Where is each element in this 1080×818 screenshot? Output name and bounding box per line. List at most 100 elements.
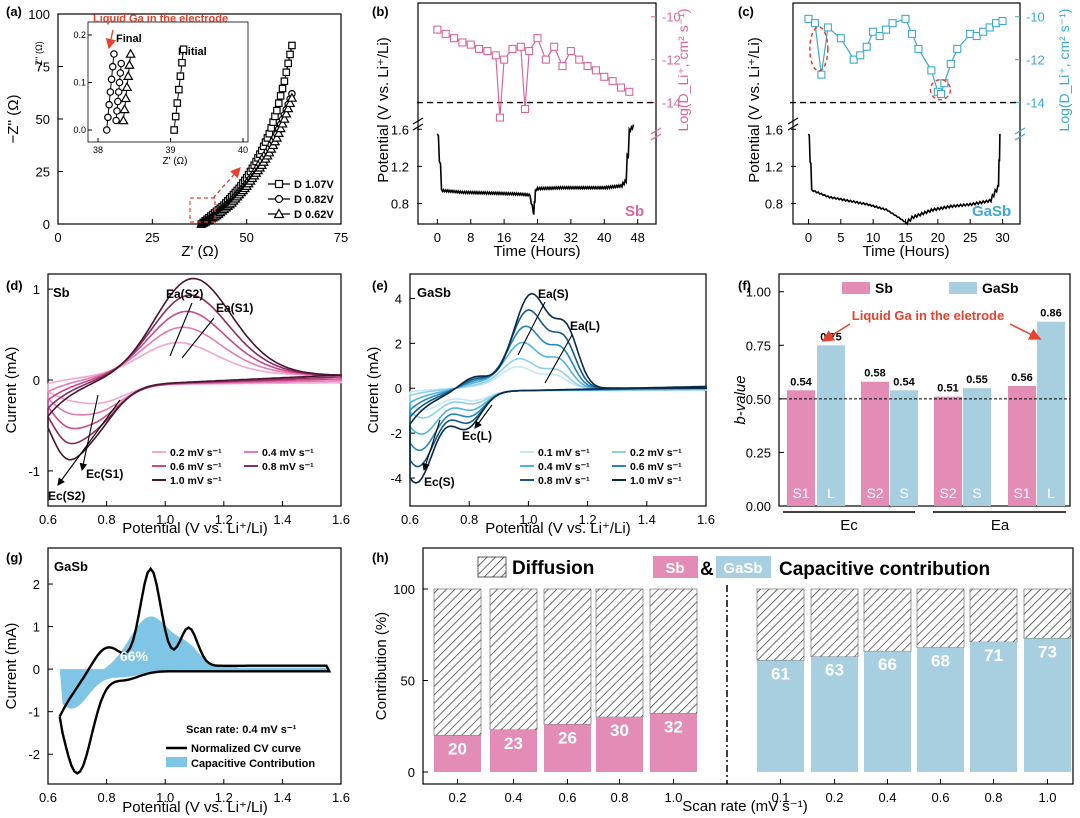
x-tick-label: 0.6 (558, 790, 576, 805)
y-tick-label: 0.8 (765, 196, 783, 211)
annotation-ea-s: Ea(S) (538, 287, 569, 301)
bar-s (890, 390, 918, 506)
panel-c-label: (c) (738, 4, 754, 19)
panel-d-series: 0.6 0.8 1.0 1.2 1.4 1.6 -1 0 1 Ea(S2) Ea(S1) Ec(S1)… (28, 277, 350, 527)
right-tick-label: -14 (662, 96, 681, 111)
logd-point (901, 14, 910, 23)
diffusion-bar (916, 588, 965, 648)
nyquist-point (271, 132, 283, 142)
diffusion-bar (543, 588, 592, 725)
inset-point (107, 75, 116, 84)
capacitive-value: 63 (825, 661, 844, 680)
bar-category-label: L (1047, 485, 1055, 501)
legend-label: 1.0 mV s⁻¹ (170, 475, 222, 487)
diffusion-bar (1023, 588, 1072, 639)
logd-point (500, 55, 509, 64)
logd-point (882, 25, 891, 34)
logd-point (937, 89, 946, 99)
capacitive-value: 30 (610, 721, 629, 740)
annotation-arrow (422, 419, 441, 472)
highlight-ellipse (929, 78, 952, 101)
panel-a-inset-title: Liquid Ga in the electrode (93, 13, 228, 25)
logd-point (583, 62, 592, 71)
panel-h-legend-sb: Sb (665, 560, 684, 577)
legend-gasb-swatch (949, 282, 977, 294)
panel-f-note-arrow-right (1009, 323, 1042, 340)
x-tick-label: 0 (805, 230, 812, 245)
potential-curve (807, 133, 1001, 226)
logd-point (541, 55, 550, 64)
logd-point (888, 19, 897, 28)
capacitive-bar (490, 729, 537, 772)
panel-g-series: 0.6 0.8 1.0 1.2 1.4 1.6 -2 -1 0 1 2 (28, 566, 350, 805)
inset-y-tick-label: 0.2 (73, 30, 86, 40)
x-tick-label: 0.6 (931, 790, 949, 805)
y-tick-label: 75 (36, 60, 50, 75)
inset-point (114, 97, 122, 106)
capacitive-value: 20 (448, 739, 467, 758)
x-tick-label: 0 (54, 230, 61, 245)
legend-label: 0.4 mV s⁻¹ (262, 447, 314, 459)
panel-d-xlabel: Potential (V vs. Li⁺/Li) (122, 520, 267, 537)
x-tick-label: 0.8 (98, 512, 116, 527)
annotation-ec-s1: Ec(S1) (86, 467, 123, 481)
inset-point (113, 107, 121, 115)
x-tick-label: 25 (963, 230, 977, 245)
x-tick-label: 1.0 (1038, 790, 1056, 805)
panel-f-ylabel: b-value (732, 375, 749, 424)
panel-e-tag: GaSb (417, 285, 451, 300)
panel-e-ylabel: Current (mA) (365, 347, 382, 434)
inset-point (116, 69, 125, 77)
inset-point (104, 113, 112, 122)
panel-b-ylabel-right: Log(D_Li⁺, cm² s⁻¹) (675, 9, 691, 132)
legend-label: 0.1 mV s⁻¹ (538, 447, 590, 459)
panel-h-label: (h) (372, 550, 389, 565)
logd-point (804, 14, 813, 23)
logd-point (817, 70, 826, 79)
capacitive-bar (434, 735, 481, 772)
diffusion-bar (595, 588, 644, 718)
logd-point (458, 38, 467, 47)
x-tick-label: 0.8 (610, 790, 628, 805)
bar-value-label: 0.86 (1040, 308, 1061, 320)
y-tick-label: -2 (28, 747, 40, 762)
panel-h-series: 0 50 100 20 0.2 23 0.4 26 0.6 30 0.8 32 1.0 61 0.1 63 0.… (393, 582, 1072, 805)
nyquist-point (278, 84, 287, 93)
capacitive-bar (970, 642, 1017, 772)
legend-marker (273, 208, 285, 219)
capacitive-value: 68 (931, 652, 950, 671)
y-tick-label: 0.8 (391, 196, 409, 211)
panel-g-legend-cv: Normalized CV curve (191, 743, 301, 755)
nyquist-point (286, 50, 294, 59)
panel-g-legend-cap: Capacitive Contribution (191, 758, 315, 770)
bar-s1 (787, 390, 815, 506)
capacitive-value: 73 (1038, 642, 1057, 661)
panel-f-note-arrow-left (821, 323, 851, 342)
y-tick-label: 1.2 (765, 159, 783, 174)
bar-value-label: 0.51 (937, 383, 958, 395)
panel-a-zoom-box (189, 197, 216, 223)
legend-label: D 1.07V (294, 179, 334, 191)
diffusion-bar (433, 588, 482, 736)
logd-point (533, 34, 542, 43)
cv-curve-1 (47, 277, 342, 461)
legend-label: 0.6 mV s⁻¹ (630, 461, 682, 473)
logd-point (953, 44, 962, 53)
right-tick-label: -14 (1026, 96, 1045, 111)
x-tick-label: 1.6 (697, 512, 715, 527)
inset-point (175, 85, 183, 94)
logd-point (558, 62, 567, 71)
panel-g-legend-swatch (166, 757, 187, 767)
logd-point (869, 27, 878, 36)
nyquist-point (276, 92, 285, 100)
inset-point (124, 59, 135, 69)
inset-point (173, 99, 182, 107)
inset-point (106, 88, 115, 96)
legend-label: D 0.82V (294, 194, 334, 206)
panel-d-label: (d) (6, 278, 23, 293)
panel-a-inset-series: 38 39 40 0.0 0.1 0.2 (73, 30, 248, 155)
annotation-line (517, 301, 546, 356)
legend-label: 0.2 mV s⁻¹ (170, 447, 222, 459)
inset-point (122, 70, 134, 80)
cv-curve-1 (409, 292, 707, 484)
